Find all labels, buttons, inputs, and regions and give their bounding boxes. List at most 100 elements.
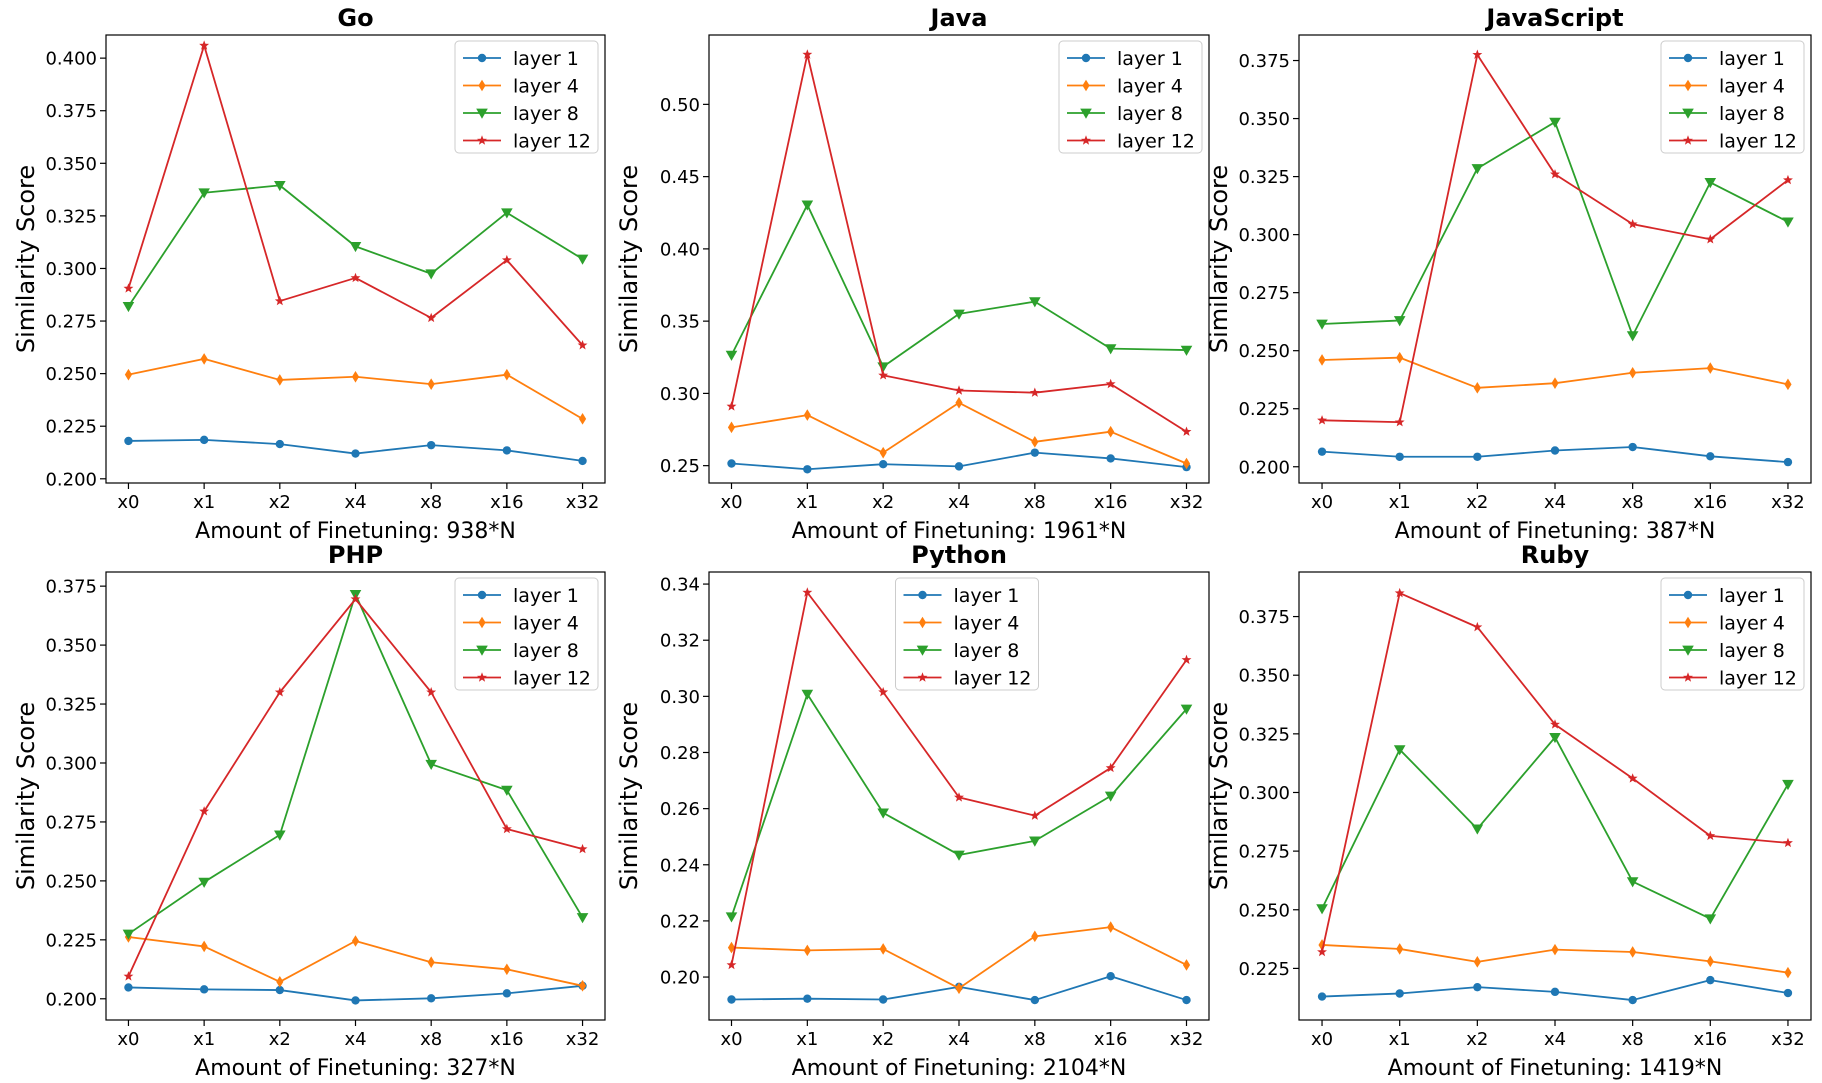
series-layer-4 bbox=[727, 396, 1191, 470]
data-point bbox=[726, 959, 737, 970]
legend-label: layer 1 bbox=[513, 48, 579, 70]
y-tick-label: 0.350 bbox=[1238, 666, 1290, 687]
legend-label: layer 1 bbox=[1719, 48, 1785, 70]
series-layer-1 bbox=[1317, 975, 1793, 1005]
data-point bbox=[1317, 415, 1327, 425]
series-layer-4 bbox=[124, 931, 587, 992]
data-point bbox=[1783, 837, 1793, 848]
series-layer-1 bbox=[1317, 442, 1793, 467]
y-tick-label: 0.250 bbox=[45, 364, 97, 385]
legend-entry: layer 4 bbox=[1067, 76, 1183, 98]
data-point bbox=[426, 440, 436, 450]
data-point bbox=[1784, 378, 1792, 391]
data-point bbox=[501, 254, 512, 265]
data-point bbox=[1030, 995, 1040, 1005]
y-tick-label: 0.350 bbox=[45, 154, 97, 175]
series-line bbox=[1321, 121, 1789, 337]
legend: layer 1 layer 4 layer 8 layer 12 bbox=[1058, 40, 1203, 154]
data-point bbox=[1031, 436, 1039, 448]
x-tick-label: x0 bbox=[1311, 492, 1333, 513]
data-point bbox=[1471, 164, 1484, 175]
legend-marker bbox=[477, 53, 487, 63]
data-point bbox=[1549, 117, 1561, 128]
data-point bbox=[576, 254, 589, 265]
y-axis-label: Similarity Score bbox=[615, 165, 643, 353]
data-point bbox=[1106, 454, 1115, 463]
y-tick-label: 0.325 bbox=[1238, 167, 1290, 188]
data-point bbox=[803, 944, 811, 957]
data-point bbox=[1031, 930, 1039, 943]
y-tick-label: 0.24 bbox=[660, 855, 700, 876]
x-tick-label: x2 bbox=[872, 492, 894, 513]
x-tick-label: x8 bbox=[1622, 1029, 1644, 1050]
x-axis-label: Amount of Finetuning: 327*N bbox=[195, 1056, 516, 1081]
data-point bbox=[1551, 377, 1559, 389]
legend-label: layer 4 bbox=[513, 613, 579, 635]
legend-marker bbox=[1082, 79, 1090, 92]
legend-marker bbox=[918, 616, 927, 629]
data-point bbox=[425, 759, 437, 770]
x-tick-label: x0 bbox=[117, 1029, 139, 1050]
x-tick-label: x2 bbox=[872, 1029, 894, 1050]
legend-marker bbox=[476, 108, 488, 119]
plot-frame bbox=[1298, 34, 1812, 484]
legend-label: layer 8 bbox=[513, 640, 579, 662]
data-point bbox=[1107, 921, 1115, 933]
y-tick-label: 0.275 bbox=[1238, 842, 1290, 863]
data-point bbox=[1783, 457, 1793, 467]
data-point bbox=[200, 353, 208, 365]
data-point bbox=[426, 994, 436, 1003]
legend-entry: layer 8 bbox=[1067, 103, 1183, 125]
data-point bbox=[1626, 331, 1639, 342]
data-point bbox=[879, 446, 887, 459]
legend: layer 1 layer 4 layer 8 layer 12 bbox=[895, 577, 1039, 691]
subplot-title: PHP bbox=[328, 541, 383, 569]
y-axis-label: Similarity Score bbox=[1205, 702, 1233, 890]
legend-label: layer 4 bbox=[954, 613, 1020, 635]
data-point bbox=[1105, 378, 1116, 389]
legend-marker bbox=[1683, 53, 1693, 63]
y-tick-label: 0.32 bbox=[660, 631, 700, 652]
series-layer-12 bbox=[726, 587, 1192, 970]
y-tick-label: 0.300 bbox=[1238, 783, 1290, 804]
y-tick-label: 0.375 bbox=[45, 577, 97, 598]
x-tick-label: x2 bbox=[269, 1029, 291, 1050]
subplot-java: Java 0.25 0.30 0.35 0.40 0.45 0.50 x0 x1 x2 x4 x8 x1… bbox=[615, 4, 1210, 544]
data-point bbox=[726, 401, 737, 411]
data-point bbox=[1396, 351, 1404, 364]
subplot-title: Ruby bbox=[1521, 541, 1590, 569]
series-layer-4 bbox=[1318, 351, 1792, 394]
legend-marker bbox=[477, 135, 487, 145]
y-tick-label: 0.375 bbox=[45, 101, 97, 122]
series-layer-1 bbox=[727, 972, 1191, 1005]
legend-marker bbox=[918, 590, 927, 600]
x-tick-label: x8 bbox=[1024, 1029, 1046, 1050]
legend-label: layer 1 bbox=[954, 585, 1020, 607]
data-point bbox=[1473, 982, 1482, 992]
legend-marker bbox=[1081, 53, 1091, 63]
legend-entry: layer 12 bbox=[463, 668, 591, 690]
subplot-javascript: JavaScript 0.200 0.225 0.250 0.275 0.300 0.325… bbox=[1205, 4, 1812, 544]
data-point bbox=[577, 340, 588, 350]
x-tick-label: x0 bbox=[1311, 1029, 1333, 1050]
data-point bbox=[877, 808, 889, 819]
x-tick-label: x16 bbox=[1694, 1029, 1728, 1050]
legend-entry: layer 1 bbox=[463, 585, 579, 607]
data-point bbox=[1318, 354, 1326, 366]
data-point bbox=[1029, 297, 1041, 308]
y-tick-label: 0.225 bbox=[45, 417, 97, 438]
x-tick-label: x8 bbox=[1024, 492, 1046, 513]
y-tick-label: 0.325 bbox=[45, 206, 97, 227]
data-point bbox=[1706, 955, 1714, 968]
series-line bbox=[730, 203, 1187, 368]
subplot-php: PHP 0.200 0.225 0.250 0.275 0.300 0.325 0.350 0.… bbox=[12, 541, 606, 1081]
x-tick-label: x0 bbox=[720, 492, 742, 513]
data-point bbox=[501, 823, 512, 834]
y-tick-label: 0.250 bbox=[45, 871, 97, 892]
legend-entry: layer 8 bbox=[1669, 640, 1785, 662]
y-tick-label: 0.300 bbox=[1238, 225, 1290, 246]
x-tick-label: x8 bbox=[420, 1029, 442, 1050]
x-tick-label: x0 bbox=[117, 492, 139, 513]
legend-box bbox=[454, 577, 599, 691]
legend-entry: layer 12 bbox=[1669, 668, 1797, 690]
